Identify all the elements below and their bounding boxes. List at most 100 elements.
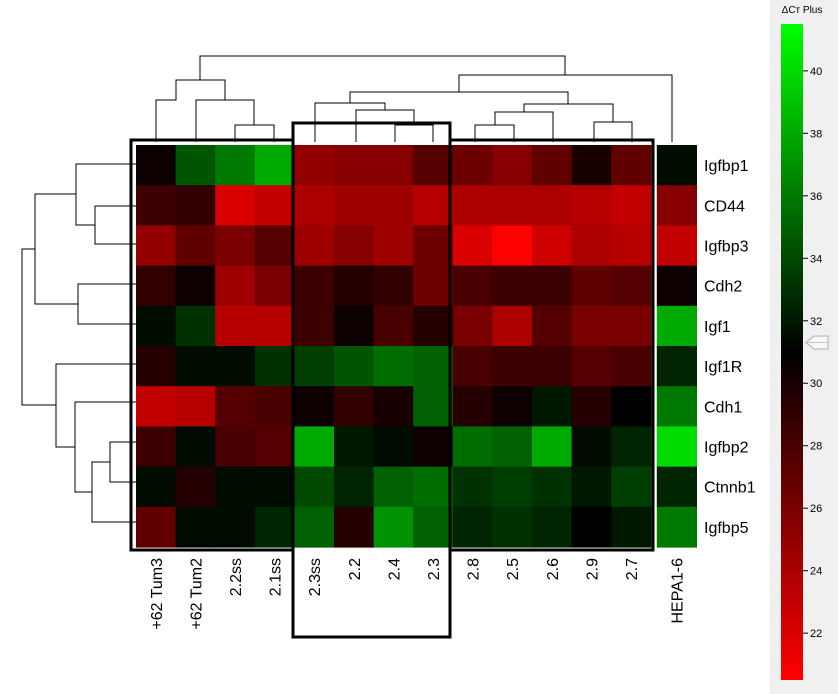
heatmap-cell <box>215 466 256 508</box>
heatmap-cell <box>136 466 177 508</box>
heatmap-cell <box>413 506 454 548</box>
heatmap-cell <box>413 225 454 267</box>
heatmap-cell <box>334 506 375 548</box>
heatmap-cell <box>452 466 493 508</box>
heatmap-cell <box>175 506 216 548</box>
heatmap-cell <box>294 466 335 508</box>
heatmap-cell <box>492 225 533 267</box>
heatmap-cell <box>373 346 414 387</box>
heatmap-cell <box>492 386 533 427</box>
heatmap-cell <box>492 265 533 307</box>
color-scale-tick-label: 26 <box>810 503 822 515</box>
heatmap-cell <box>413 185 454 226</box>
heatmap-cell <box>492 305 533 347</box>
row-label: Igfbp5 <box>704 520 749 537</box>
heatmap-cell <box>294 225 335 267</box>
heatmap-cell <box>373 145 414 186</box>
heatmap-cell <box>175 145 216 186</box>
heatmap-cell <box>452 145 493 186</box>
heatmap-cell <box>373 225 414 267</box>
heatmap-cell <box>334 346 375 387</box>
heatmap-cell <box>373 305 414 347</box>
heatmap-cell <box>492 506 533 548</box>
color-scale-tick-label: 32 <box>810 316 822 328</box>
color-scale-midpoint-handle[interactable] <box>805 335 830 350</box>
row-label: Cdh1 <box>704 399 742 416</box>
heatmap-cell <box>334 466 375 508</box>
heatmap-cell <box>452 185 493 226</box>
heatmap-cell <box>136 426 177 468</box>
row-label: Ctnnb1 <box>704 480 756 497</box>
heatmap-cell <box>136 386 177 427</box>
heatmap-cell <box>294 145 335 186</box>
heatmap-cell <box>571 185 612 226</box>
color-scale: ΔCт Plus 40 38 36 34 32 30 28 26 24 22 <box>770 0 838 694</box>
heatmap-cell <box>656 386 697 427</box>
row-label: Igfbp2 <box>704 440 749 457</box>
heatmap-cell <box>215 225 256 267</box>
column-label: 2.8 <box>466 558 483 580</box>
heatmap-cells <box>136 145 697 548</box>
heatmap-cell <box>656 426 697 468</box>
heatmap-cell <box>611 305 652 347</box>
row-label: Igfbp3 <box>704 239 749 256</box>
heatmap-cell <box>254 426 295 468</box>
heatmap-cell <box>294 185 335 226</box>
heatmap-cell <box>136 225 177 267</box>
heatmap-cell <box>413 265 454 307</box>
heatmap-cell <box>532 386 573 427</box>
heatmap-cell <box>254 346 295 387</box>
heatmap-cell <box>136 145 177 186</box>
heatmap-cell <box>532 265 573 307</box>
heatmap-cell <box>452 265 493 307</box>
heatmap-cell <box>611 346 652 387</box>
heatmap-cell <box>571 466 612 508</box>
heatmap-cell <box>294 346 335 387</box>
row-dendrogram <box>21 163 136 523</box>
heatmap-cell <box>532 346 573 387</box>
column-label: 2.2 <box>347 558 364 580</box>
heatmap-cell <box>215 145 256 186</box>
column-label: HEPA1-6 <box>670 558 687 624</box>
heatmap-cell <box>656 265 697 307</box>
heatmap-cell <box>136 185 177 226</box>
heatmap-cell <box>136 265 177 307</box>
heatmap-cell <box>413 145 454 186</box>
heatmap-cell <box>532 225 573 267</box>
heatmap-cell <box>175 305 216 347</box>
heatmap-cell <box>175 185 216 226</box>
heatmap-cell <box>452 346 493 387</box>
row-label: Igf1 <box>704 319 731 336</box>
heatmap-cell <box>254 225 295 267</box>
heatmap-cell <box>492 346 533 387</box>
color-scale-tick-label: 34 <box>810 253 822 265</box>
heatmap-cell <box>413 466 454 508</box>
color-scale-ticks: 40 38 36 34 32 30 28 26 24 22 <box>803 66 822 640</box>
heatmap-cell <box>294 305 335 347</box>
heatmap-cell <box>413 426 454 468</box>
color-scale-tick-label: 40 <box>810 66 822 78</box>
heatmap-cell <box>413 305 454 347</box>
heatmap-cell <box>611 185 652 226</box>
column-label: 2.3 <box>426 558 443 580</box>
heatmap-cell <box>334 386 375 427</box>
heatmap-cell <box>294 506 335 548</box>
color-scale-tick-label: 36 <box>810 191 822 203</box>
heatmap-cell <box>571 225 612 267</box>
heatmap-cell <box>334 145 375 186</box>
row-label: Igf1R <box>704 359 742 376</box>
heatmap-cell <box>373 426 414 468</box>
color-scale-tick-label: 22 <box>810 628 822 640</box>
row-label: Igfbp1 <box>704 158 749 175</box>
heatmap-cell <box>656 506 697 548</box>
heatmap-cell <box>532 305 573 347</box>
heatmap-cell <box>611 386 652 427</box>
column-labels: +62 Tum3 +62 Tum2 2.2ss 2.1ss 2.3ss 2.2 2.4 2.3… <box>149 558 687 630</box>
cluster-boxes <box>129 121 655 639</box>
heatmap-cell <box>215 426 256 468</box>
heatmap-cell <box>215 506 256 548</box>
heatmap-cell <box>373 506 414 548</box>
heatmap-cell <box>215 305 256 347</box>
heatmap-cell <box>294 386 335 427</box>
heatmap-cell <box>175 265 216 307</box>
